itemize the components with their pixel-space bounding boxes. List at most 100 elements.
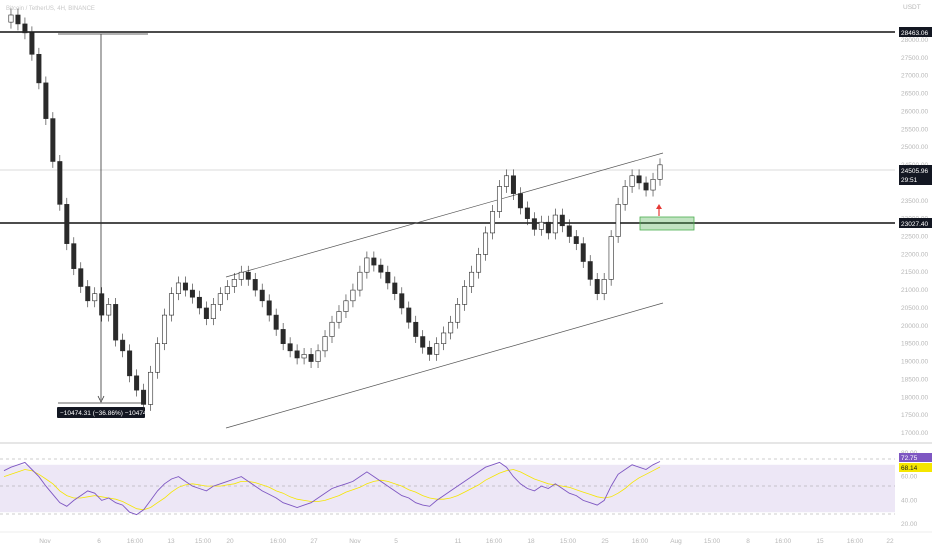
candle-body xyxy=(552,214,558,234)
time-tick-label: 22 xyxy=(886,538,894,545)
candle-body xyxy=(496,186,502,212)
candle-body xyxy=(210,304,216,319)
price-tick-label: 21500.00 xyxy=(901,269,928,276)
candle-body xyxy=(510,175,516,194)
rsi-tick-label: 60.00 xyxy=(901,474,918,481)
price-tag-label: 23027.40 xyxy=(901,221,928,228)
candle-body xyxy=(120,339,126,352)
rsi-panel[interactable] xyxy=(0,458,895,516)
price-axis[interactable]: 28000.00 27500.00 27000.00 26500.00 26000.00… xyxy=(901,37,928,437)
candle-body xyxy=(113,304,119,341)
price-tick-label: 26500.00 xyxy=(901,91,928,98)
candle-body xyxy=(50,118,56,162)
candle-body xyxy=(203,307,209,319)
candle-series xyxy=(8,8,663,411)
candle-body xyxy=(329,321,335,337)
price-tag-resistance: 28463.06 xyxy=(899,27,932,37)
candle-body xyxy=(594,279,600,294)
price-tag-label: 24505.96 xyxy=(901,168,928,175)
price-tag-box xyxy=(899,165,932,185)
candle-body xyxy=(608,236,614,280)
time-tick-label: 16:00 xyxy=(270,538,287,545)
time-tick-label: Nov xyxy=(349,538,361,545)
rsi-tag-label: 68.14 xyxy=(901,465,918,472)
time-tick-label: 15 xyxy=(816,538,824,545)
price-tag-label: 28463.06 xyxy=(901,30,928,37)
candle-body xyxy=(245,271,251,280)
rsi-value-tag: 72.75 xyxy=(899,453,932,462)
candle-body xyxy=(155,343,161,373)
candle-body xyxy=(266,300,272,316)
candle-body xyxy=(643,182,649,191)
time-tick-label: Aug xyxy=(670,538,682,545)
price-tag-last: 24505.96 29:51 xyxy=(899,165,932,185)
price-tick-label: 25000.00 xyxy=(901,144,928,151)
rsi-tag-box xyxy=(899,453,932,462)
time-tick-label: 13 xyxy=(167,538,175,545)
measure-arrow-head xyxy=(97,395,105,403)
price-tick-label: 19000.00 xyxy=(901,359,928,366)
price-tick-label: 26000.00 xyxy=(901,108,928,115)
rsi-ma-value-tag: 68.14 xyxy=(899,463,932,472)
price-tick-label: 18000.00 xyxy=(901,394,928,401)
demand-zone-box[interactable] xyxy=(639,216,695,231)
candle-body xyxy=(64,204,70,244)
time-tick-label: 16:00 xyxy=(486,538,503,545)
candle-body xyxy=(545,221,551,234)
price-tick-label: 28000.00 xyxy=(901,37,928,44)
candle-body xyxy=(189,289,195,298)
candle-body xyxy=(78,268,84,287)
candle-body xyxy=(85,286,91,302)
candle-body xyxy=(531,218,537,230)
price-tick-label: 22500.00 xyxy=(901,234,928,241)
price-tick-label: 19500.00 xyxy=(901,341,928,348)
rsi-tick-label: 40.00 xyxy=(901,497,918,504)
candle-body xyxy=(538,221,544,230)
candle-body xyxy=(566,225,572,237)
candle-body xyxy=(238,271,244,280)
candle-body xyxy=(517,193,523,209)
time-tick-label: 18 xyxy=(527,538,535,545)
price-tag-box xyxy=(899,27,932,37)
price-tick-label: 27000.00 xyxy=(901,73,928,80)
candle-body xyxy=(350,289,356,302)
price-tick-label: 22000.00 xyxy=(901,251,928,258)
candle-body xyxy=(490,211,496,234)
candle-body xyxy=(36,53,42,84)
time-tick-label: 20 xyxy=(226,538,234,545)
candle-body xyxy=(224,286,230,294)
candle-body xyxy=(636,175,642,184)
channel-lower-line[interactable] xyxy=(225,302,664,429)
candle-body xyxy=(15,14,21,25)
price-tick-label: 20500.00 xyxy=(901,305,928,312)
candle-body xyxy=(127,350,133,377)
price-panel[interactable]: −10474.31 (−36.86%) −1047431 xyxy=(0,8,895,429)
candle-body xyxy=(252,279,258,291)
candle-body xyxy=(182,282,188,291)
candle-body xyxy=(259,289,265,302)
time-tick-label: 16:00 xyxy=(847,538,864,545)
channel-upper-line[interactable] xyxy=(225,152,664,278)
candle-body xyxy=(175,282,181,294)
candle-body xyxy=(22,23,28,34)
time-tick-label: 16:00 xyxy=(632,538,649,545)
candle-body xyxy=(134,375,140,391)
time-tick-label: Nov xyxy=(39,538,51,545)
candle-body xyxy=(483,232,489,255)
candle-body xyxy=(196,296,202,309)
candle-body xyxy=(378,264,384,273)
candle-body xyxy=(99,293,105,316)
time-tick-label: 25 xyxy=(601,538,609,545)
time-axis[interactable]: Nov 6 16:00 13 15:00 20 16:00 27 Nov 5 11 16:00 18 15… xyxy=(39,538,894,545)
price-tick-label: 23500.00 xyxy=(901,198,928,205)
candle-body xyxy=(524,207,530,219)
candle-body xyxy=(148,371,154,405)
rsi-tick-label: 20.00 xyxy=(901,521,918,528)
up-arrow-head-icon xyxy=(656,204,662,209)
candle-body xyxy=(503,175,509,187)
candle-body xyxy=(399,293,405,309)
time-tick-label: 8 xyxy=(746,538,750,545)
currency-label: USDT xyxy=(903,4,921,11)
